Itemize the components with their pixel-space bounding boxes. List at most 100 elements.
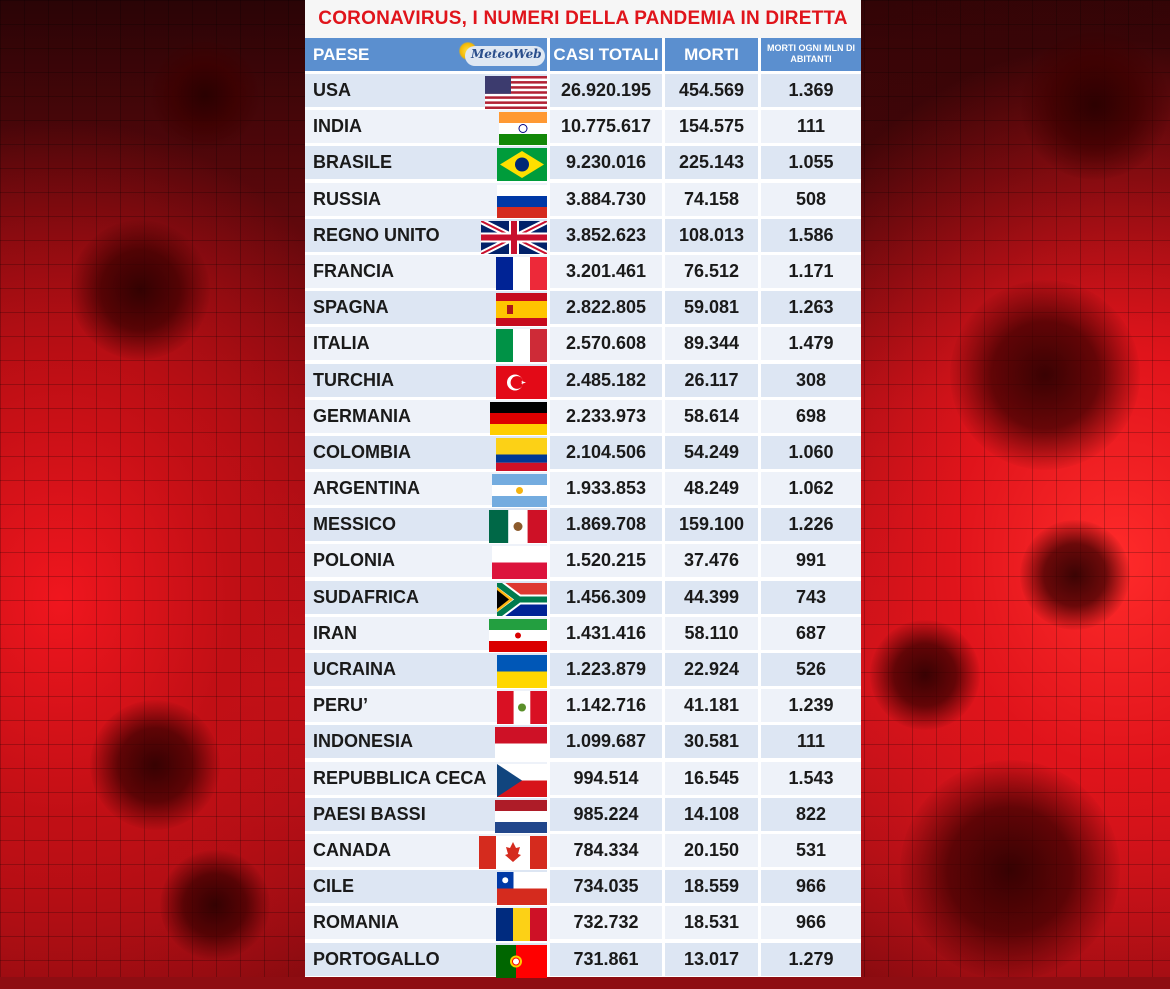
deaths-per-mln-cell: 1.055 <box>761 146 861 180</box>
country-cell: MESSICO <box>305 508 547 544</box>
country-cell: BRASILE <box>305 146 547 182</box>
canada-flag-icon <box>479 835 547 869</box>
deaths-cell: 37.476 <box>665 544 758 578</box>
table-row: ITALIA 2.570.608 89.344 1.479 <box>305 327 861 363</box>
country-name: SUDAFRICA <box>313 586 419 607</box>
table-body: USA 26.920.195 454.569 1.369 INDIA 10.775.617… <box>305 74 861 979</box>
chile-flag-icon <box>497 872 547 906</box>
country-name: REPUBBLICA CECA <box>313 767 487 788</box>
romania-flag-icon <box>496 908 547 942</box>
germany-flag-icon <box>490 401 547 435</box>
total-cases-cell: 1.933.853 <box>550 472 662 506</box>
deaths-cell: 48.249 <box>665 472 758 506</box>
country-cell: TURCHIA <box>305 363 547 399</box>
deaths-cell: 30.581 <box>665 725 758 759</box>
deaths-per-mln-cell: 822 <box>761 797 861 831</box>
deaths-cell: 22.924 <box>665 653 758 686</box>
country-name: SPAGNA <box>313 297 389 318</box>
deaths-cell: 108.013 <box>665 218 758 252</box>
deaths-cell: 59.081 <box>665 291 758 325</box>
country-cell: INDONESIA <box>305 725 547 761</box>
deaths-cell: 20.150 <box>665 833 758 867</box>
deaths-cell: 76.512 <box>665 254 758 288</box>
country-cell: SPAGNA <box>305 291 547 327</box>
table-row: BRASILE 9.230.016 225.143 1.055 <box>305 146 861 182</box>
country-name: PORTOGALLO <box>313 948 440 969</box>
header-deaths-per-mln: MORTI OGNI MLN DI ABITANTI <box>761 38 861 71</box>
czech-flag-icon <box>497 763 547 797</box>
cloud-icon <box>465 46 545 66</box>
virus-decoration <box>160 850 270 960</box>
deaths-cell: 154.575 <box>665 110 758 144</box>
country-cell: ROMANIA <box>305 906 547 942</box>
france-flag-icon <box>496 256 547 290</box>
deaths-cell: 16.545 <box>665 761 758 795</box>
deaths-per-mln-cell: 508 <box>761 182 861 216</box>
table-row: SUDAFRICA 1.456.309 44.399 743 <box>305 578 861 620</box>
total-cases-cell: 3.201.461 <box>550 254 662 288</box>
deaths-cell: 74.158 <box>665 182 758 216</box>
country-cell: POLONIA <box>305 544 547 580</box>
total-cases-cell: 2.822.805 <box>550 291 662 325</box>
deaths-cell: 454.569 <box>665 74 758 107</box>
country-name: INDONESIA <box>313 731 414 752</box>
deaths-cell: 225.143 <box>665 146 758 180</box>
total-cases-cell: 26.920.195 <box>550 74 662 107</box>
table-row: SPAGNA 2.822.805 59.081 1.263 <box>305 291 861 327</box>
deaths-cell: 13.017 <box>665 942 758 976</box>
poland-flag-icon <box>492 546 547 580</box>
total-cases-cell: 2.570.608 <box>550 327 662 361</box>
pandemic-table-panel: CORONAVIRUS, I NUMERI DELLA PANDEMIA IN … <box>305 0 861 979</box>
table-row: PORTOGALLO 731.861 13.017 1.279 <box>305 942 861 979</box>
brazil-flag-icon <box>497 148 547 182</box>
country-cell: GERMANIA <box>305 399 547 435</box>
iran-flag-icon <box>489 618 547 652</box>
table-row: MESSICO 1.869.708 159.100 1.226 <box>305 508 861 544</box>
italy-flag-icon <box>496 329 547 363</box>
table-row: FRANCIA 3.201.461 76.512 1.171 <box>305 254 861 291</box>
country-name: TURCHIA <box>313 369 394 390</box>
deaths-per-mln-cell: 743 <box>761 580 861 614</box>
country-name: IRAN <box>313 622 357 643</box>
netherlands-flag-icon <box>495 799 547 833</box>
table-row: UCRAINA 1.223.879 22.924 526 <box>305 653 861 689</box>
logo-text: MeteoWeb <box>471 47 542 61</box>
total-cases-cell: 3.884.730 <box>550 182 662 216</box>
table-row: ARGENTINA 1.933.853 48.249 1.062 <box>305 472 861 508</box>
total-cases-cell: 1.520.215 <box>550 544 662 578</box>
header-deaths: MORTI <box>665 38 758 71</box>
table-row: PAESI BASSI 985.224 14.108 822 <box>305 797 861 834</box>
total-cases-cell: 3.852.623 <box>550 218 662 252</box>
russia-flag-icon <box>497 184 547 218</box>
south-africa-flag-icon <box>494 578 547 620</box>
deaths-per-mln-cell: 1.226 <box>761 508 861 542</box>
table-row: RUSSIA 3.884.730 74.158 508 <box>305 182 861 219</box>
deaths-per-mln-cell: 111 <box>761 725 861 759</box>
total-cases-cell: 1.869.708 <box>550 508 662 542</box>
deaths-per-mln-cell: 687 <box>761 616 861 650</box>
table-row: CANADA 784.334 20.150 531 <box>305 833 861 870</box>
country-name: FRANCIA <box>313 260 394 281</box>
country-name: INDIA <box>313 116 362 137</box>
country-name: ROMANIA <box>313 912 399 933</box>
deaths-cell: 89.344 <box>665 327 758 361</box>
deaths-per-mln-cell: 1.479 <box>761 327 861 361</box>
table-row: PERU’ 1.142.716 41.181 1.239 <box>305 689 861 725</box>
deaths-per-mln-cell: 111 <box>761 110 861 144</box>
country-cell: RUSSIA <box>305 182 547 218</box>
country-cell: INDIA <box>305 110 547 146</box>
country-cell: ITALIA <box>305 327 547 363</box>
country-name: ARGENTINA <box>313 478 420 499</box>
country-cell: USA <box>305 74 547 109</box>
total-cases-cell: 1.142.716 <box>550 689 662 723</box>
deaths-cell: 18.531 <box>665 906 758 940</box>
country-name: MESSICO <box>313 514 397 535</box>
uk-flag-icon <box>479 218 549 257</box>
country-cell: ARGENTINA <box>305 472 547 508</box>
country-name: COLOMBIA <box>313 441 411 462</box>
deaths-cell: 58.614 <box>665 399 758 433</box>
country-cell: COLOMBIA <box>305 435 547 471</box>
deaths-cell: 58.110 <box>665 616 758 650</box>
deaths-per-mln-cell: 526 <box>761 653 861 686</box>
table-row: CILE 734.035 18.559 966 <box>305 870 861 906</box>
